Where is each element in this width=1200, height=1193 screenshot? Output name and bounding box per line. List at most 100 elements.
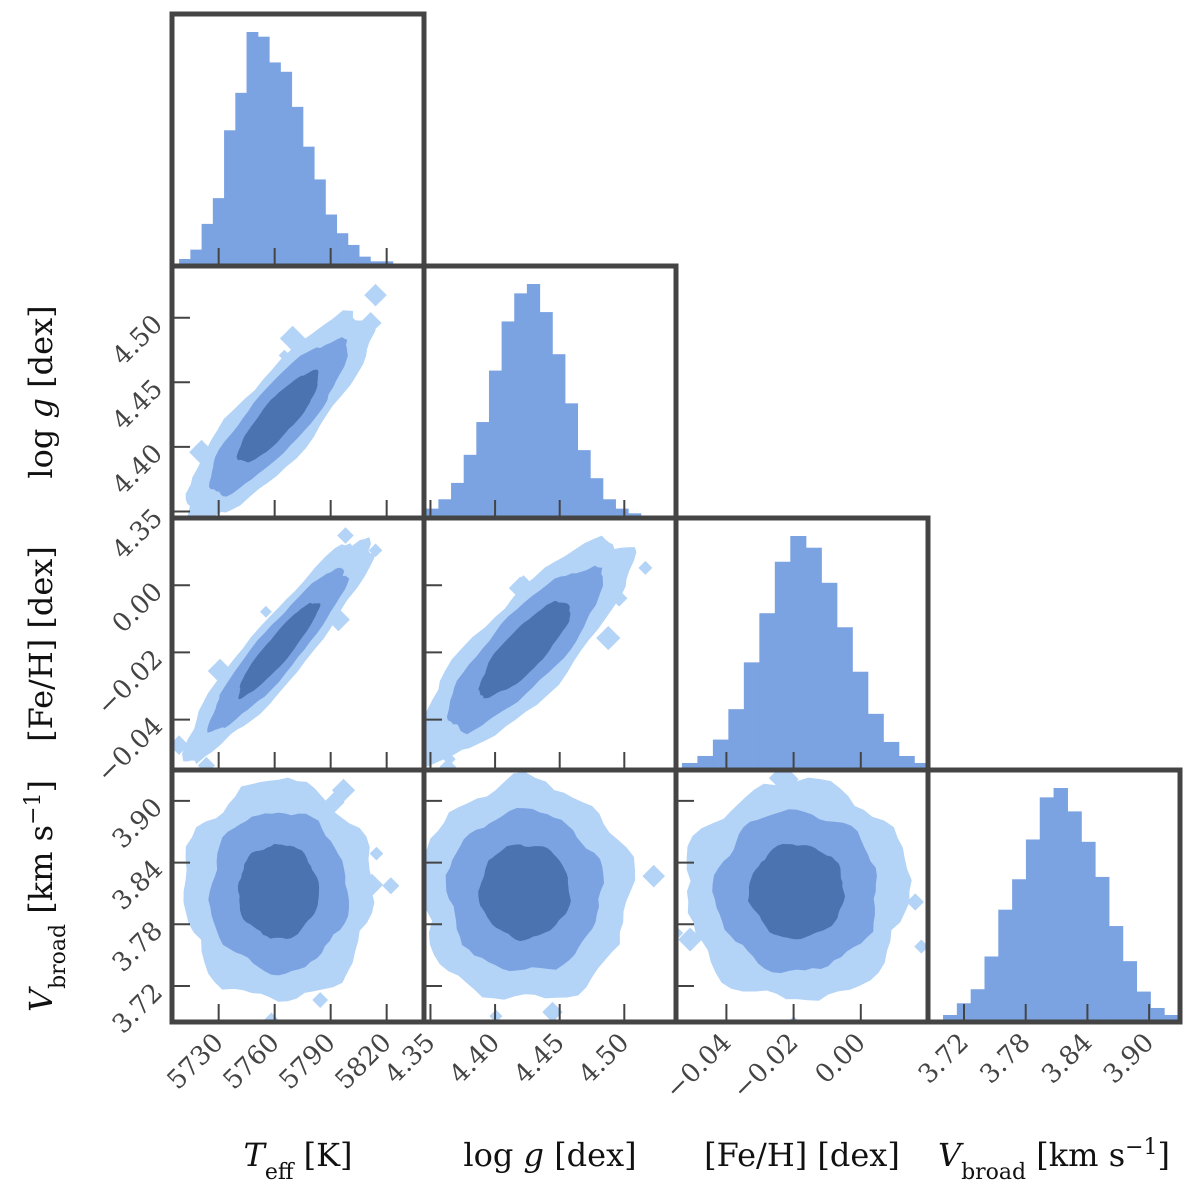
x-tick-label: 4.35 <box>379 1028 441 1090</box>
y-tick-label: 4.45 <box>107 374 169 436</box>
histogram-bar <box>313 179 326 266</box>
histogram-bar <box>790 536 807 770</box>
axis-label-part: V <box>22 986 60 1012</box>
axis-label-part: g <box>22 398 60 418</box>
panel-frame <box>925 767 1183 1025</box>
histogram-bar <box>836 627 853 770</box>
histogram-bar <box>1025 839 1041 1022</box>
x-tick-label: 3.72 <box>913 1028 975 1090</box>
histogram-bar <box>1108 926 1124 1022</box>
y-tick-label: 3.90 <box>107 793 169 855</box>
histogram-bar <box>1012 879 1027 1022</box>
contour-level-1sigma <box>238 602 321 700</box>
x-tick-label: 4.50 <box>573 1028 635 1090</box>
axis-label-part: ] <box>1158 1136 1170 1174</box>
histogram-bar <box>1136 991 1151 1022</box>
contour-outlier-island <box>610 589 628 607</box>
x-tick-label: 4.40 <box>444 1028 506 1090</box>
contour-feh-vbroad <box>676 770 928 1022</box>
x-tick-label: 4.45 <box>508 1028 570 1090</box>
contour-outlier-island <box>195 537 209 551</box>
y-tick-label: 4.35 <box>107 503 169 565</box>
x-tick-label: 5790 <box>274 1028 342 1096</box>
axis-label-part: [dex] <box>544 1136 637 1174</box>
histogram-bar <box>451 482 465 518</box>
contour-outlier-island <box>397 839 417 859</box>
histogram-bar <box>212 198 225 266</box>
histogram-bar <box>1150 1007 1165 1022</box>
contour-outlier-island <box>260 605 272 618</box>
contour-outlier-island <box>323 792 345 813</box>
histogram-bar <box>1067 811 1082 1022</box>
axis-label-part: broad <box>46 924 71 989</box>
histogram-bar <box>914 762 928 770</box>
contour-outlier-island <box>312 992 329 1008</box>
contour-level-1sigma <box>748 844 845 940</box>
histogram-bar <box>476 422 490 518</box>
histogram-feh <box>676 536 928 770</box>
histogram-bar <box>943 1014 958 1022</box>
histogram-bar <box>526 284 541 518</box>
histogram-bar <box>1164 1014 1179 1022</box>
histogram-bar <box>224 130 236 266</box>
contour-outlier-island <box>400 860 418 878</box>
contour-outlier-island <box>364 283 387 307</box>
x-axis-label-teff: Teff [K] <box>243 1136 352 1185</box>
axis-label-part: −1 <box>1125 1135 1157 1160</box>
y-tick-label: −0.04 <box>91 711 169 789</box>
contour-teff-vbroad <box>183 777 400 1022</box>
histogram-bar <box>302 146 315 266</box>
x-axis-label-logg: log g [dex] <box>463 1136 636 1174</box>
histogram-logg <box>424 284 667 518</box>
histogram-bar <box>564 403 579 518</box>
histogram-bar <box>325 214 338 266</box>
contour-outlier-island <box>642 864 666 888</box>
y-tick-label: 0.00 <box>107 577 169 639</box>
histogram-bar <box>970 989 986 1022</box>
histogram-bar <box>728 709 745 770</box>
contour-level-1sigma <box>236 369 319 463</box>
contour-outlier-island <box>278 349 291 362</box>
histogram-bar <box>425 508 439 518</box>
y-tick-label: 3.78 <box>107 916 169 978</box>
axis-label-part: eff <box>265 1160 295 1185</box>
y-tick-label: 3.72 <box>107 978 169 1040</box>
histogram-bar <box>201 223 214 266</box>
y-tick-label: −0.02 <box>91 644 169 722</box>
axis-label-part: log <box>463 1136 523 1174</box>
axis-label-part: −1 <box>21 792 46 824</box>
histogram-bar <box>867 713 884 770</box>
contour-outlier-island <box>542 1001 563 1022</box>
contour-logg-vbroad <box>397 771 666 1022</box>
contour-outlier-island <box>207 658 233 684</box>
histogram-bar <box>1094 876 1110 1022</box>
x-axis-label-feh: [Fe/H] [dex] <box>704 1136 900 1174</box>
histogram-bar <box>291 106 304 266</box>
axis-label-part: ] <box>22 780 60 792</box>
histogram-bar <box>805 547 822 770</box>
axis-label-part: [K] <box>293 1136 352 1174</box>
histogram-bar <box>577 450 591 518</box>
histogram-bar <box>1081 841 1096 1022</box>
axis-label-part: log <box>22 418 60 478</box>
histogram-bar <box>246 32 259 266</box>
x-tick-label: 5730 <box>162 1028 230 1096</box>
chart-frame-layer <box>169 11 1183 1025</box>
histogram-bar <box>602 499 616 518</box>
axis-label-part: [km s <box>22 825 60 924</box>
x-tick-label: 3.78 <box>975 1028 1037 1090</box>
histogram-bar <box>759 613 776 770</box>
contour-outlier-island <box>439 758 457 770</box>
axis-label-part: broad <box>961 1160 1026 1185</box>
contour-outlier-island <box>337 527 354 544</box>
x-axis-label-vbroad: Vbroad [km s−1] <box>938 1135 1170 1185</box>
x-tick-label: −0.02 <box>727 1028 805 1106</box>
histogram-bar <box>190 249 203 266</box>
chart-fill-layer <box>172 32 1180 1022</box>
histogram-bar <box>883 741 900 770</box>
histogram-bar <box>984 956 999 1022</box>
x-tick-label: −0.04 <box>660 1028 738 1106</box>
histogram-bar <box>898 755 915 770</box>
contour-outlier-island <box>359 312 382 334</box>
